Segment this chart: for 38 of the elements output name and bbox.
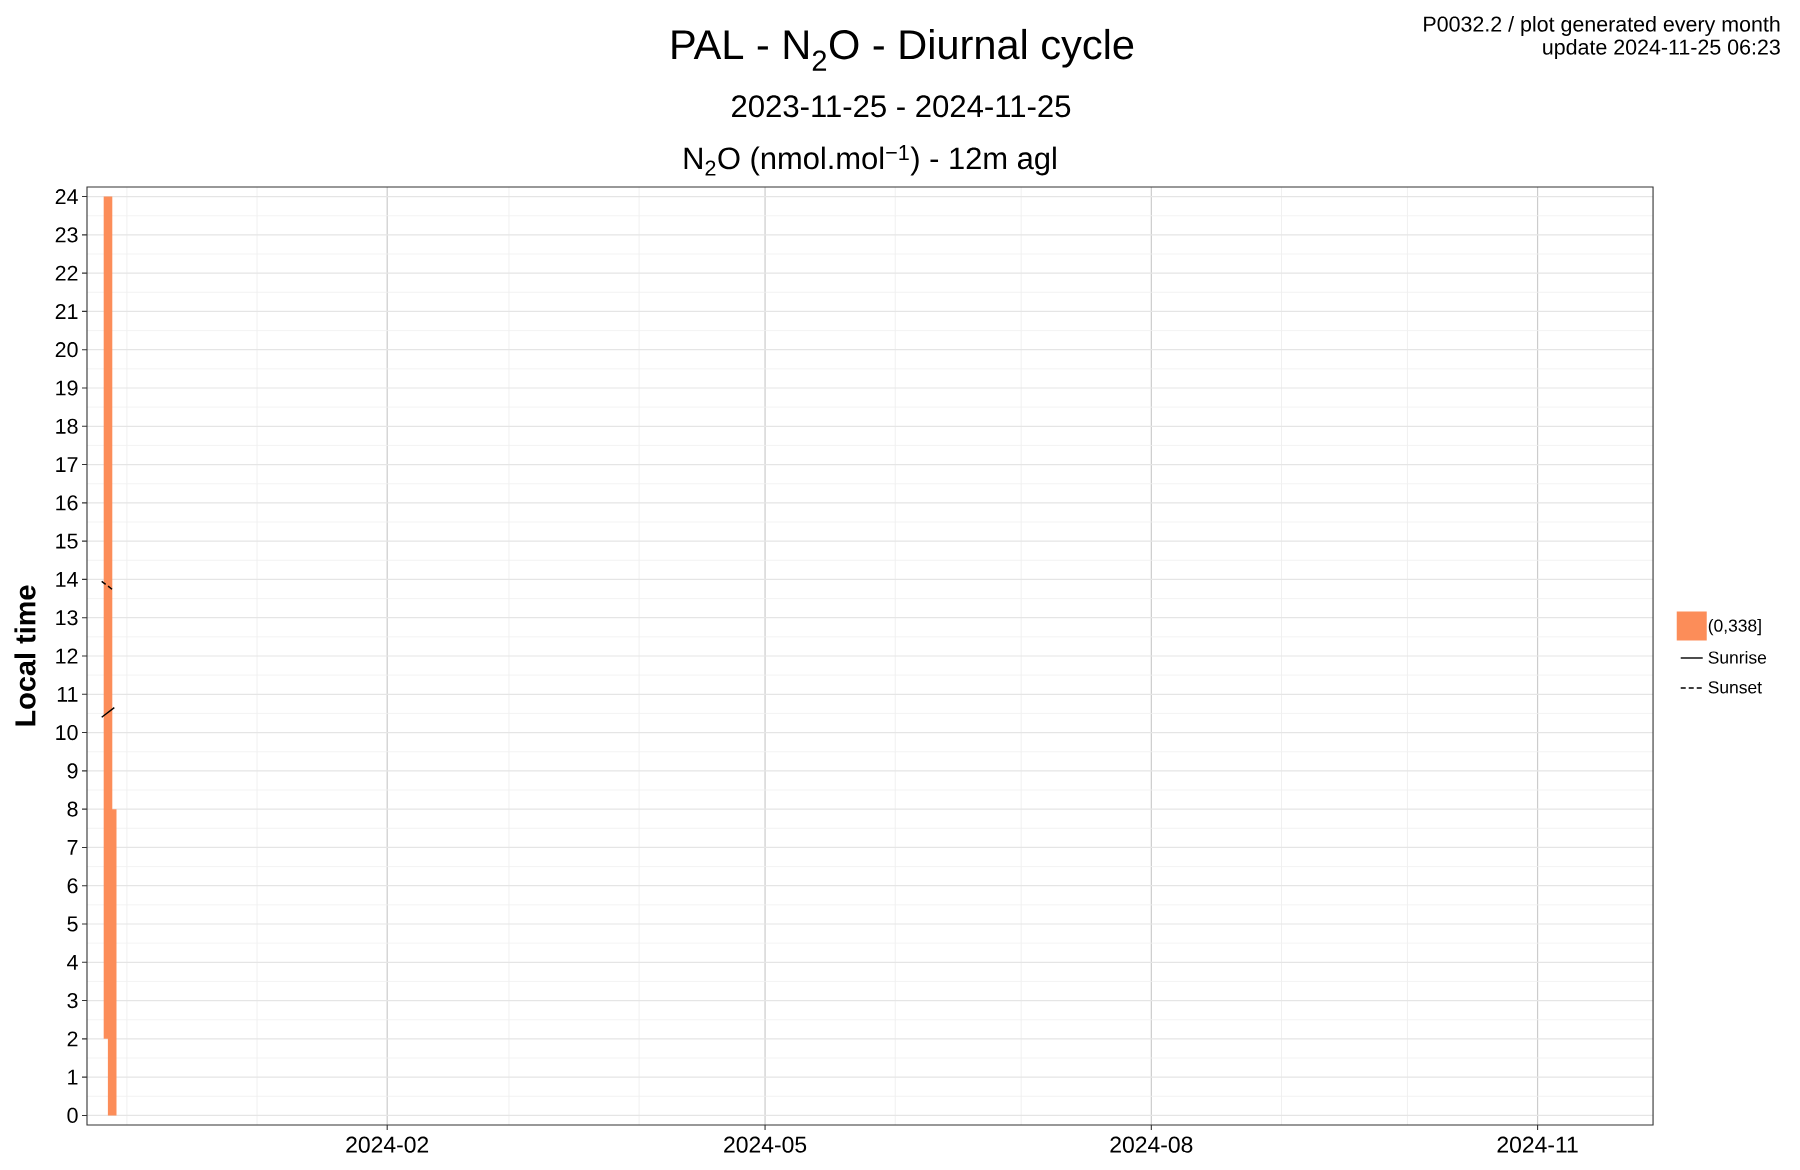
y-tick-label: 12 (56, 648, 78, 664)
y-tick-label: 15 (56, 533, 78, 549)
y-tick-label: 3 (67, 992, 78, 1009)
chart-subtitle: 2023-11-25 - 2024-11-25 (732, 95, 1071, 118)
legend-label: Sunset (1708, 681, 1762, 694)
y-tick-label: 24 (55, 189, 78, 205)
y-tick-label: 1 (68, 1069, 78, 1085)
y-tick-label: 14 (56, 572, 78, 587)
y-tick-label: 2 (67, 1031, 78, 1047)
y-tick-label: 22 (55, 265, 78, 281)
y-tick-label: 6 (67, 878, 78, 894)
y-tick-label: 16 (56, 495, 78, 511)
y-tick-label: 4 (67, 954, 78, 970)
y-tick-label: 5 (67, 916, 78, 932)
x-tick-label: 2024-08 (1110, 1136, 1193, 1153)
y-tick-label: 13 (56, 610, 78, 626)
x-tick-label: 2024-11 (1497, 1136, 1578, 1153)
y-tick-label: 9 (67, 763, 78, 779)
text: update 2024-11-25 06:23 (1543, 38, 1780, 59)
y-tick-label: 20 (55, 342, 78, 358)
y-axis-title: Local time (14, 585, 36, 726)
y-tick-label: 21 (55, 303, 78, 319)
y-tick-label: 18 (56, 418, 78, 434)
y-tick-label: 7 (67, 840, 78, 855)
y-tick-label: 11 (57, 686, 78, 702)
y-tick-label: 8 (67, 801, 78, 817)
legend-label: Sunrise (1708, 650, 1767, 664)
y-tick-label: 0 (67, 1107, 78, 1124)
y-tick-label: 23 (55, 227, 78, 243)
chart-title: PAL - N$_{2}$O - Diurnal cycle (672, 28, 1134, 71)
y-tick-label: 17 (56, 457, 78, 472)
text: P0032.2 / plot generated every month (1424, 15, 1780, 36)
y-tick-label: 19 (56, 380, 78, 396)
x-tick-label: 2024-05 (724, 1136, 807, 1153)
legend-label: (0,338] (1708, 618, 1761, 636)
text: N$_{2}$O (nmol.mol$^{−1}$) - 12m agl (684, 145, 1056, 176)
x-tick-label: 2024-02 (346, 1136, 429, 1153)
y-tick-label: 10 (56, 724, 78, 741)
